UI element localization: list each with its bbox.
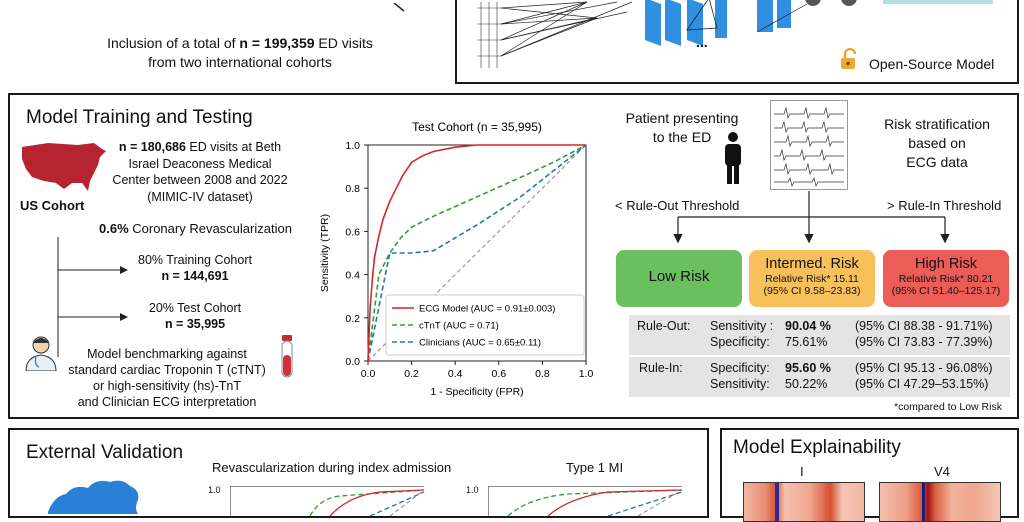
- y-tick-label: 0.0: [345, 356, 360, 368]
- roc-chart: Test Cohort (n = 35,995) 0.00.0 0.2 0.2 0.4 0…: [319, 120, 594, 398]
- top-panel: ... Open-Source Model: [455, 0, 1019, 84]
- footnote: *compared to Low Risk: [894, 401, 1002, 413]
- neural-network-diagram: [477, 0, 993, 68]
- explainability-title: Model Explainability: [733, 437, 901, 458]
- rule-out-ci-2: (95% CI 73.83 - 77.39%): [855, 335, 993, 349]
- saliency-map-lead-v4: [879, 482, 1001, 522]
- external-chart-2-title: Type 1 MI: [566, 460, 624, 475]
- y-tick-label: 0.2: [345, 313, 360, 325]
- y-axis-label: Sensitivity (TPR): [319, 214, 331, 292]
- rule-out-metric-1: Sensitivity :: [710, 319, 774, 333]
- intermed-risk-box: Intermed. Risk Relative Risk* 15.11 (95%…: [749, 250, 875, 307]
- rule-in-metric-2: Sensitivity:: [710, 377, 770, 391]
- rule-in-value-2: 50.22%: [785, 377, 828, 391]
- inclusion-text: Inclusion of a total of n = 199,359 ED v…: [107, 35, 373, 70]
- us-cohort-description: n = 180,686 ED visits at Beth Israel Dea…: [112, 140, 288, 204]
- patient-icon: [722, 131, 744, 192]
- y-tick-label: 0.4: [345, 270, 360, 282]
- y-tick-label: 1.0: [345, 140, 360, 152]
- training-split: 80% Training Cohort n = 144,691: [138, 253, 252, 283]
- x-tick-label: 0.0: [361, 368, 376, 380]
- rule-in-stats: [629, 357, 1010, 397]
- x-tick-label: 0.8: [535, 368, 550, 380]
- x-axis-label: 1 - Specificity (FPR): [430, 386, 523, 398]
- top-stub-line: [392, 0, 408, 12]
- us-cohort-label: US Cohort: [20, 198, 85, 213]
- x-tick-label: 0.4: [448, 368, 463, 380]
- external-panel: External Validation Revascularization du…: [8, 428, 709, 518]
- us-map-icon: [18, 139, 110, 200]
- rule-in-metric-1: Specificity:: [710, 361, 770, 375]
- europe-map-icon: [44, 474, 144, 519]
- y-tick-label: 0.6: [345, 226, 360, 238]
- patient-label: Patient presenting to the ED: [625, 110, 739, 145]
- rule-out-value-1: 90.04 %: [785, 319, 831, 333]
- x-tick-label: 1.0: [579, 368, 594, 380]
- unlocked-padlock-icon: [839, 47, 859, 75]
- rule-out-metric-2: Specificity:: [710, 335, 770, 349]
- training-title: Model Training and Testing: [26, 107, 253, 128]
- blood-tube-icon: [277, 335, 297, 386]
- rule-in-value-1: 95.60 %: [785, 361, 831, 375]
- legend-entry: ECG Model (AUC = 0.91±0.003): [419, 304, 555, 315]
- lead-v4-label: V4: [934, 464, 950, 479]
- external-title: External Validation: [26, 442, 184, 463]
- rule-out-ci-1: (95% CI 88.38 - 91.71%): [855, 319, 993, 333]
- rule-in-ci-1: (95% CI 95.13 - 96.08%): [855, 361, 993, 375]
- ecg-sheet-icon: [770, 100, 848, 195]
- x-tick-label: 0.6: [491, 368, 506, 380]
- risk-stratification-label: Risk stratification based on ECG data: [884, 116, 990, 170]
- doctor-icon: [24, 333, 58, 376]
- rule-in-label: Rule-In:: [639, 361, 683, 375]
- open-source-label: Open-Source Model: [869, 56, 995, 72]
- network-ellipsis: ...: [696, 34, 708, 50]
- legend-entry: Clinicians (AUC = 0.65±0.11): [419, 338, 541, 349]
- threshold-arrows: [673, 191, 950, 244]
- legend-box: [385, 294, 585, 356]
- roc-curve-0: [367, 144, 586, 362]
- rule-out-stats: [629, 315, 1010, 355]
- saliency-map-lead-i: [743, 482, 865, 522]
- external-chart-1-title: Revascularization during index admission: [212, 460, 452, 475]
- rule-out-value-2: 75.61%: [785, 335, 828, 349]
- training-panel: Model Training and Testing US Cohort n =…: [8, 93, 1019, 419]
- legend-entry: cTnT (AUC = 0.71): [419, 321, 499, 332]
- revasc-rate: 0.6% Coronary Revascularization: [99, 221, 292, 236]
- x-tick-label: 0.2: [404, 368, 419, 380]
- rule-out-label: Rule-Out:: [637, 319, 691, 333]
- roc-curve-1: [367, 144, 587, 362]
- explainability-panel: Model Explainability I V4: [720, 428, 1019, 522]
- split-arrows: [57, 237, 128, 357]
- benchmark-text: Model benchmarking against standard card…: [68, 347, 266, 409]
- chart-title: Test Cohort (n = 35,995): [412, 120, 542, 134]
- y-tick-label: 0.8: [345, 183, 360, 195]
- rule-in-ci-2: (95% CI 47.29–53.15%): [855, 377, 989, 391]
- high-risk-box: High Risk Relative Risk* 80.21 (95% CI 5…: [883, 250, 1009, 307]
- roc-curve-2: [367, 144, 587, 362]
- low-risk-box: Low Risk: [616, 250, 742, 307]
- rule-out-threshold: < Rule-Out Threshold: [615, 198, 740, 213]
- test-split: 20% Test Cohort n = 35,995: [148, 301, 242, 331]
- lead-i-label: I: [800, 464, 804, 479]
- rule-in-threshold: > Rule-In Threshold: [887, 198, 1002, 213]
- external-chart-2-tick: 1.0: [466, 485, 479, 495]
- external-chart-1-tick: 1.0: [208, 485, 221, 495]
